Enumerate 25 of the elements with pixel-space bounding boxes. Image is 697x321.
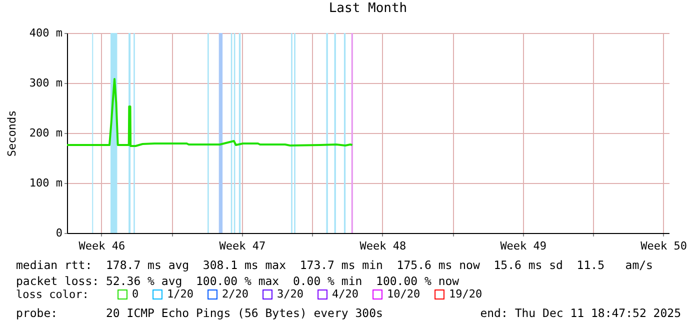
legend-title: loss color:: [16, 288, 89, 301]
legend-label: 3/20: [277, 288, 304, 301]
y-tick-label: 200 m: [29, 126, 63, 140]
x-tick-label: Week 47: [219, 240, 266, 252]
text: probe: 20 ICMP Echo Pings (56 Bytes) every 300s: [16, 306, 383, 320]
legend-label: 4/20: [332, 288, 358, 301]
line-series: [66, 78, 354, 147]
legend-label: 0: [132, 288, 139, 301]
x-tick-label: Week 49: [500, 240, 547, 252]
legend-label: 19/20: [449, 288, 482, 301]
text: median rtt: 178.7 ms avg 308.1 ms max 173.7 ms min 175.6 ms now 15.6 ms sd 11.5 am/s: [16, 258, 653, 272]
text: end: Thu Dec 11 18:47:52 2025: [480, 306, 681, 320]
y-tick-label: 300 m: [29, 76, 63, 90]
x-tick-label: Week 48: [360, 240, 406, 252]
legend-label: 10/20: [387, 288, 420, 301]
legend-label: 2/20: [222, 288, 248, 301]
y-tick-label: 400 m: [29, 26, 63, 40]
x-tick-label: Week 46: [78, 240, 126, 252]
text: packet loss: 52.36 % avg 100.00 % max 0.00 % min 100.00 % now: [16, 274, 460, 288]
chart-title: Last Month: [328, 1, 408, 16]
legend-label: 1/20: [167, 288, 194, 301]
y-axis-title: Seconds: [5, 110, 18, 157]
y-tick-label: 0: [56, 226, 62, 240]
x-tick-label: Week 50: [640, 240, 688, 252]
y-tick-label: 100 m: [29, 176, 63, 190]
